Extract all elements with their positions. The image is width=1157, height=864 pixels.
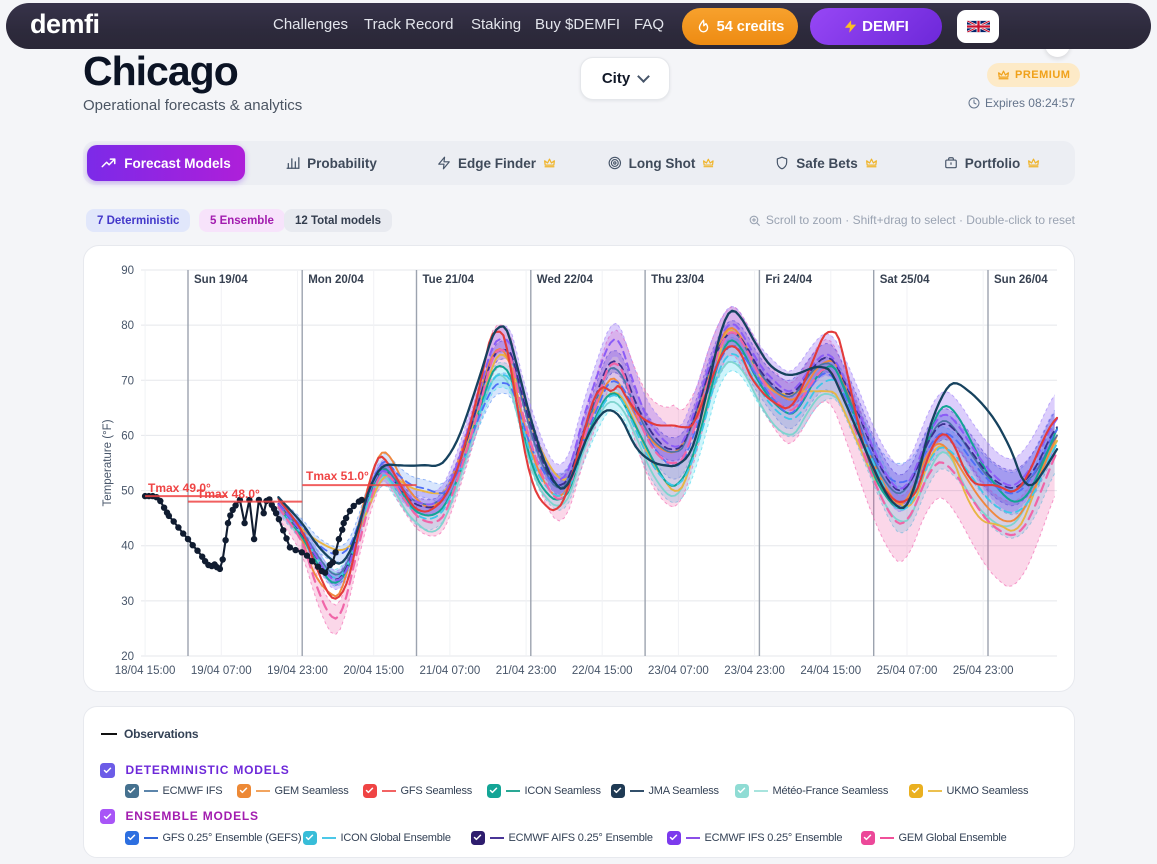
svg-text:40: 40 bbox=[121, 541, 134, 553]
svg-text:Sat 25/04: Sat 25/04 bbox=[880, 274, 930, 286]
svg-text:Wed 22/04: Wed 22/04 bbox=[537, 274, 594, 286]
svg-text:Sun 26/04: Sun 26/04 bbox=[994, 274, 1048, 286]
svg-text:20: 20 bbox=[121, 651, 134, 663]
svg-text:30: 30 bbox=[121, 596, 134, 608]
svg-text:20/04 15:00: 20/04 15:00 bbox=[343, 665, 404, 677]
svg-text:21/04 07:00: 21/04 07:00 bbox=[420, 665, 481, 677]
svg-text:Sun 19/04: Sun 19/04 bbox=[194, 274, 248, 286]
svg-text:Tmax 48.0°: Tmax 48.0° bbox=[197, 487, 260, 501]
svg-text:Tue 21/04: Tue 21/04 bbox=[423, 274, 475, 286]
svg-text:25/04 07:00: 25/04 07:00 bbox=[877, 665, 938, 677]
svg-text:Mon 20/04: Mon 20/04 bbox=[308, 274, 364, 286]
svg-text:24/04 15:00: 24/04 15:00 bbox=[800, 665, 861, 677]
svg-text:22/04 15:00: 22/04 15:00 bbox=[572, 665, 633, 677]
svg-text:Tmax 49.0°: Tmax 49.0° bbox=[148, 481, 211, 495]
svg-text:50: 50 bbox=[121, 486, 134, 498]
svg-text:Temperature (°F): Temperature (°F) bbox=[102, 419, 114, 506]
svg-text:70: 70 bbox=[121, 375, 134, 387]
svg-text:25/04 23:00: 25/04 23:00 bbox=[953, 665, 1014, 677]
svg-text:19/04 23:00: 19/04 23:00 bbox=[267, 665, 328, 677]
svg-text:60: 60 bbox=[121, 430, 134, 442]
svg-text:Thu 23/04: Thu 23/04 bbox=[651, 274, 705, 286]
svg-text:90: 90 bbox=[121, 265, 134, 277]
svg-text:Tmax 51.0°: Tmax 51.0° bbox=[306, 469, 369, 483]
svg-text:19/04 07:00: 19/04 07:00 bbox=[191, 665, 252, 677]
svg-text:23/04 07:00: 23/04 07:00 bbox=[648, 665, 709, 677]
svg-text:80: 80 bbox=[121, 320, 134, 332]
svg-text:18/04 15:00: 18/04 15:00 bbox=[115, 665, 176, 677]
svg-text:23/04 23:00: 23/04 23:00 bbox=[724, 665, 785, 677]
svg-text:21/04 23:00: 21/04 23:00 bbox=[496, 665, 557, 677]
svg-text:Fri 24/04: Fri 24/04 bbox=[765, 274, 812, 286]
